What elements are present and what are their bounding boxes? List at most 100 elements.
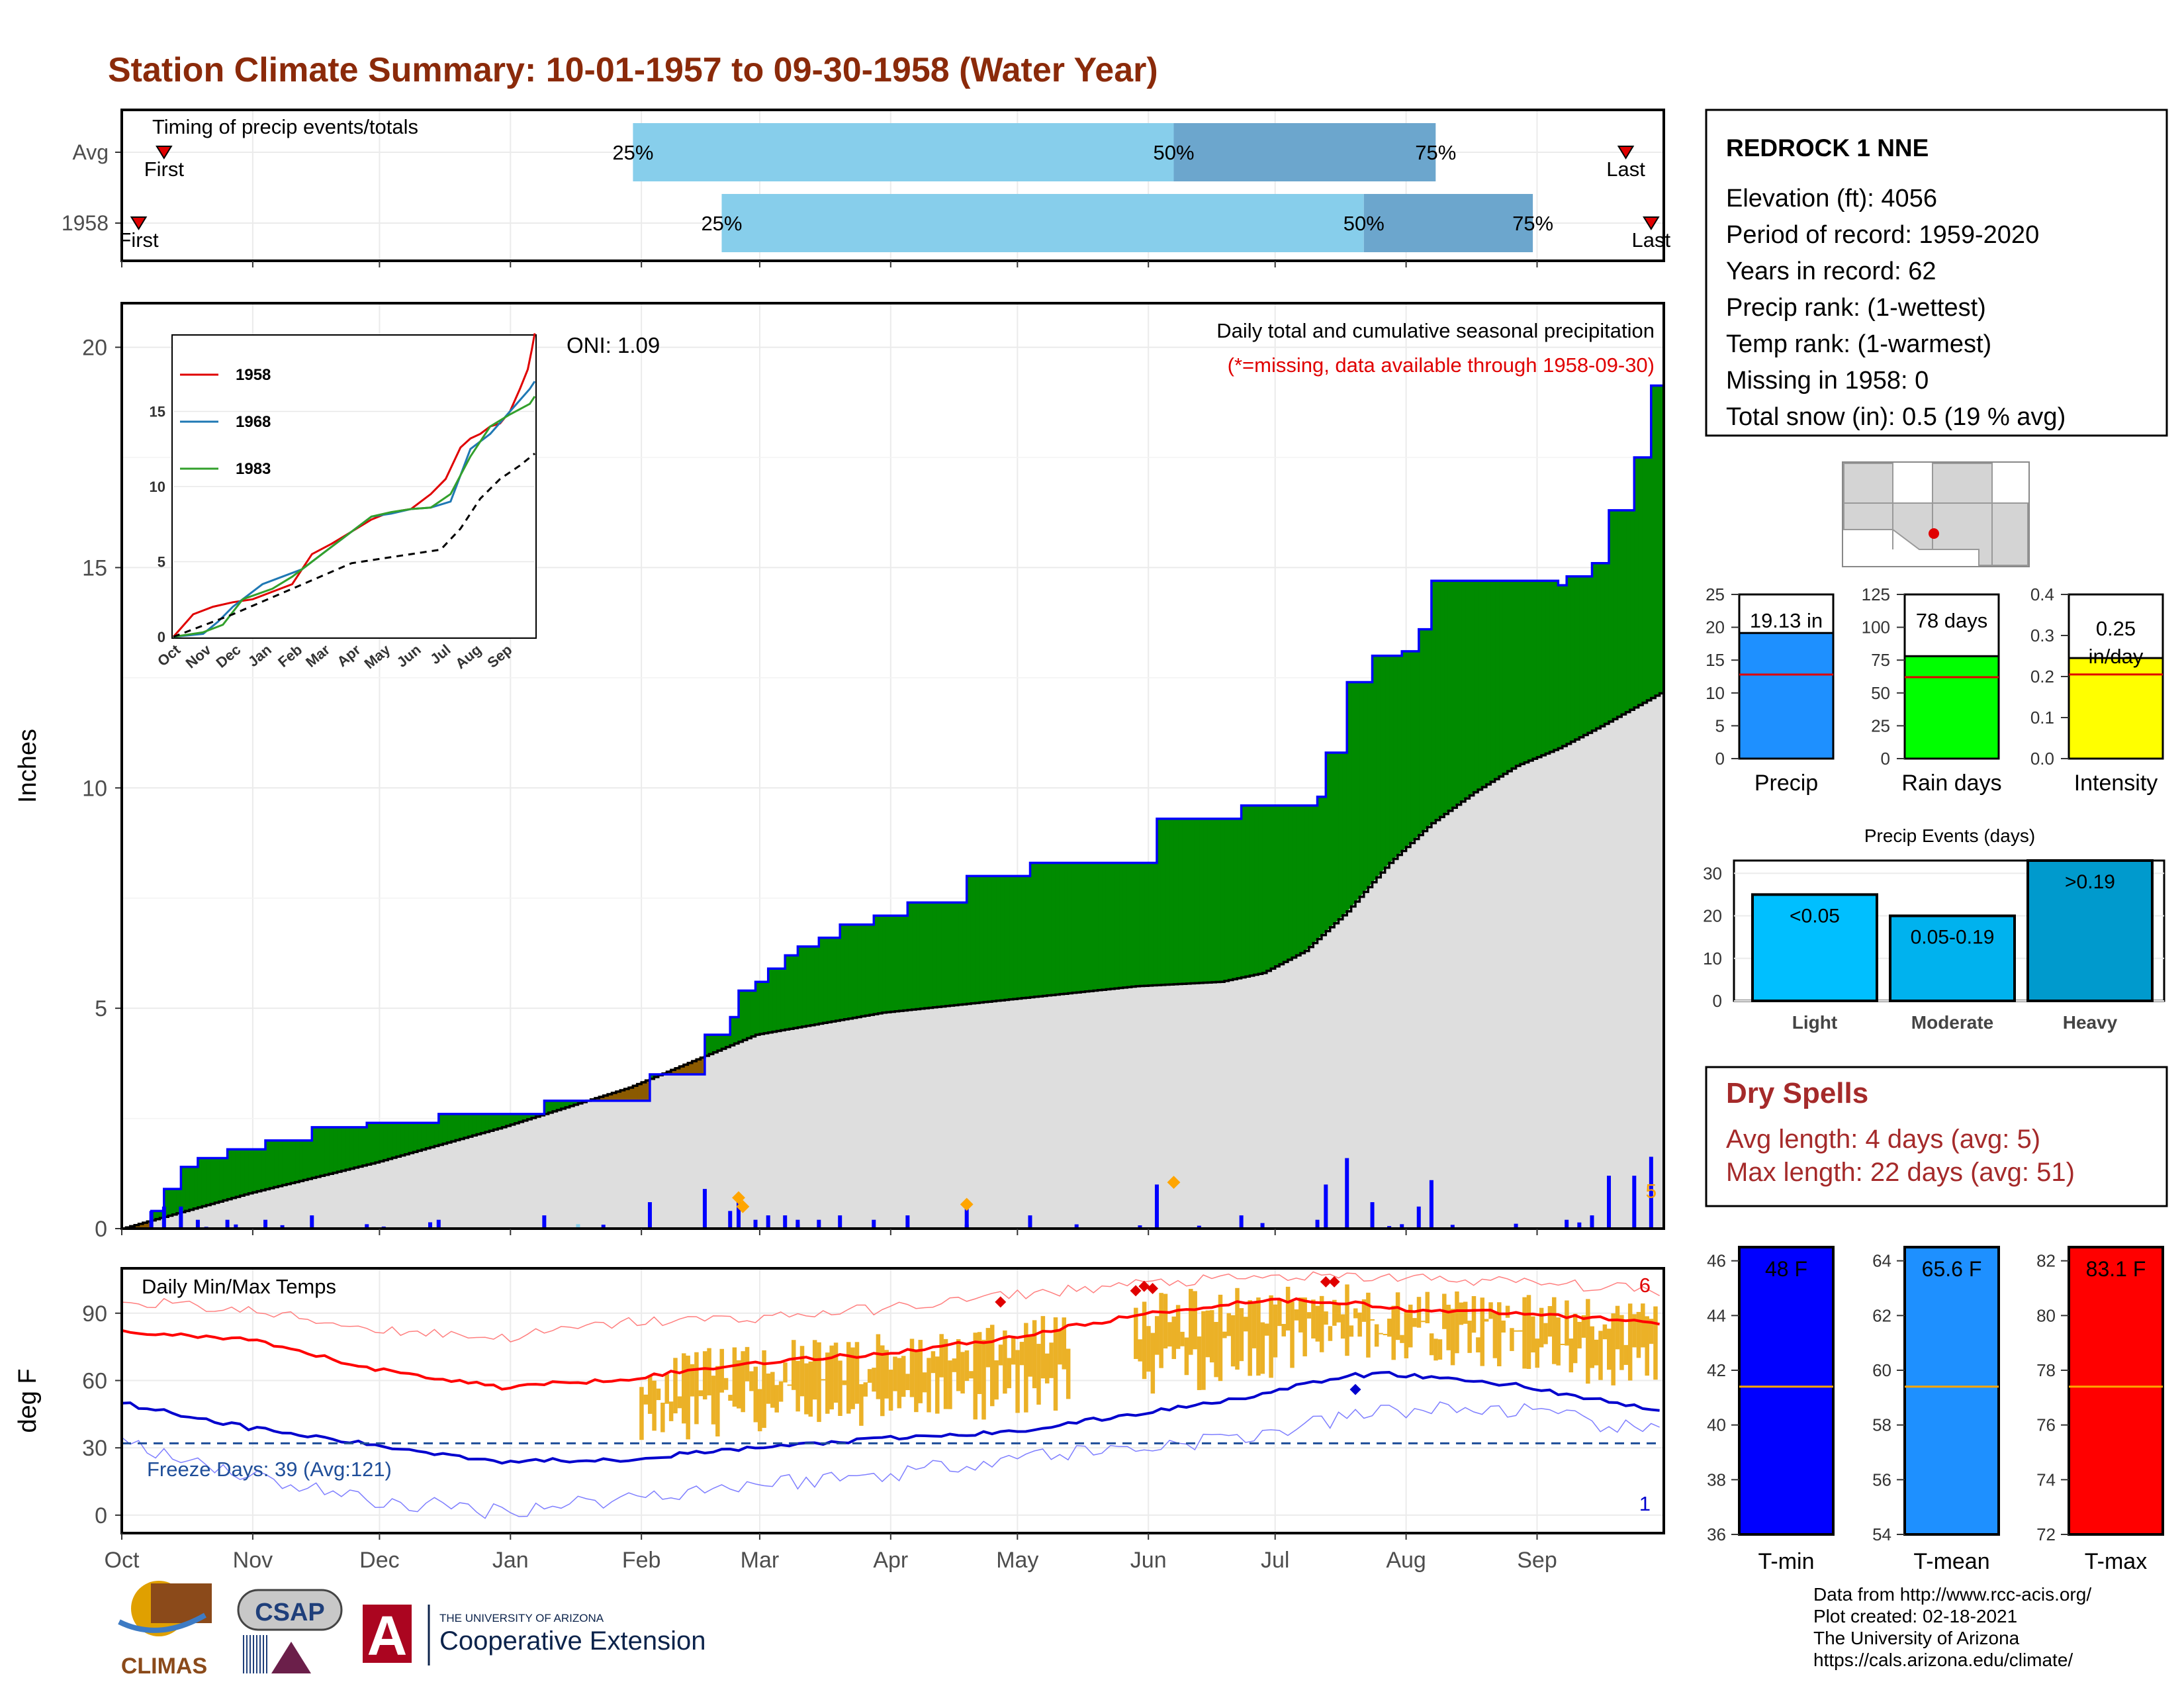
daily-temp-bar <box>1383 1334 1388 1336</box>
daily-temp-bar <box>969 1371 974 1379</box>
temp-summary-bar <box>1738 1246 1835 1536</box>
temp-summary-tick: 72 <box>2036 1524 2056 1544</box>
precip-surplus-area <box>911 902 917 1010</box>
temp-summary-value: 83.1 F <box>2086 1257 2146 1281</box>
precip-surplus-area <box>1220 818 1225 982</box>
precip-surplus-area <box>1397 655 1402 856</box>
daily-temp-bar <box>977 1332 982 1394</box>
precip-surplus-area <box>1177 818 1183 985</box>
precip-surplus-area <box>995 875 1001 1002</box>
daily-temp-bar <box>833 1342 839 1403</box>
precip-surplus-area <box>392 1122 397 1158</box>
precip-surplus-area <box>1093 862 1099 992</box>
events-bar <box>1751 893 1878 1002</box>
summary-bar-tick: 125 <box>1862 585 1890 604</box>
precip-surplus-area <box>945 902 950 1007</box>
temp-summary-value: 48 F <box>1765 1257 1807 1281</box>
temp-summary-tick: 38 <box>1707 1470 1726 1489</box>
month-label: Apr <box>873 1548 908 1573</box>
daily-temp-bar <box>1543 1323 1548 1344</box>
precip-surplus-area <box>1194 818 1200 984</box>
daily-temp-bar <box>1049 1342 1054 1378</box>
precip-surplus-area <box>1443 580 1449 815</box>
precip-surplus-area <box>831 937 837 1022</box>
daily-temp-bar <box>821 1379 826 1381</box>
daily-temp-bar <box>1269 1295 1273 1378</box>
daily-temp-bar <box>1251 1303 1257 1348</box>
daily-snow-bar <box>576 1224 580 1229</box>
precip-surplus-area <box>1110 862 1115 990</box>
precip-surplus-area <box>919 902 925 1009</box>
daily-temp-bar <box>1459 1302 1464 1325</box>
daily-temp-bar <box>1649 1319 1654 1344</box>
daily-precip-bar <box>436 1219 441 1229</box>
summary-bar-tick: 100 <box>1862 618 1890 637</box>
precip-surplus-area <box>387 1122 393 1160</box>
daily-temp-bar <box>1134 1307 1138 1359</box>
precip-surplus-area <box>1004 875 1010 1001</box>
summary-bar-tick: 0.3 <box>2030 626 2054 645</box>
precip-surplus-area <box>1617 510 1622 718</box>
daily-precip-bar <box>1370 1202 1375 1229</box>
precip-surplus-area <box>1046 862 1052 996</box>
precip-surplus-area <box>307 1140 312 1180</box>
month-label: Oct <box>105 1548 140 1573</box>
temp-summary-tick: 42 <box>1707 1360 1726 1380</box>
precip-surplus-area <box>172 1188 177 1215</box>
temp-summary-tick: 74 <box>2036 1470 2056 1489</box>
daily-temp-bar <box>770 1372 775 1408</box>
precip-surplus-area <box>1144 862 1149 986</box>
station-info-line: Period of record: 1959-2020 <box>1726 221 2039 249</box>
daily-temp-bar <box>1209 1310 1214 1363</box>
timing-pct-label: 25% <box>701 212 742 235</box>
daily-temp-bar <box>715 1366 720 1436</box>
daily-temp-bar <box>1167 1322 1172 1347</box>
precip-ytick-label: 15 <box>82 555 107 581</box>
precip-surplus-area <box>286 1140 291 1185</box>
precip-surplus-area <box>1524 580 1529 763</box>
precip-surplus-area <box>316 1127 321 1178</box>
timing-bar-50-75 <box>1173 123 1436 181</box>
precip-surplus-area <box>357 1127 363 1167</box>
precip-surplus-area <box>1549 580 1555 753</box>
precip-surplus-area <box>882 915 887 1013</box>
summary-bar <box>2068 657 2164 760</box>
precip-surplus-area <box>298 1140 304 1182</box>
daily-temp-bar <box>732 1347 737 1407</box>
daily-precip-bar <box>280 1225 285 1229</box>
precip-surplus-area <box>907 902 913 1011</box>
daily-precip-bar <box>310 1215 314 1229</box>
precip-surplus-area <box>371 1122 376 1164</box>
temp-summary-tick: 56 <box>1872 1470 1891 1489</box>
precip-surplus-area <box>1236 818 1242 979</box>
precip-surplus-area <box>362 1127 367 1166</box>
daily-temp-bar <box>1590 1326 1594 1368</box>
daily-temp-bar <box>639 1387 644 1440</box>
timing-first-label: First <box>118 228 159 252</box>
daily-temp-bar <box>799 1346 805 1397</box>
daily-temp-bar <box>757 1389 762 1432</box>
temp-summary-tick: 62 <box>1872 1305 1891 1325</box>
month-label: Feb <box>622 1548 661 1573</box>
daily-temp-bar <box>994 1360 999 1400</box>
precip-surplus-area <box>273 1140 279 1188</box>
daily-temp-bar <box>1264 1323 1269 1336</box>
precip-surplus-area <box>789 955 794 1029</box>
precip-surplus-area <box>1038 862 1044 997</box>
precip-surplus-area <box>878 915 883 1014</box>
precip-surplus-area <box>1583 576 1588 736</box>
daily-temp-bar <box>1632 1314 1637 1348</box>
precip-surplus-area <box>1068 862 1073 994</box>
precip-surplus-area <box>337 1127 342 1172</box>
month-label: Nov <box>233 1548 273 1573</box>
precip-surplus-area <box>1207 818 1212 983</box>
daily-precip-bar <box>1345 1158 1349 1229</box>
temp-record-high-marker <box>995 1296 1007 1308</box>
precip-surplus-area <box>797 946 803 1028</box>
temp-summary-tick: 64 <box>1872 1251 1891 1271</box>
daily-temp-bar <box>1311 1299 1316 1339</box>
ua-logo-big-text: Cooperative Extension <box>439 1626 705 1656</box>
daily-temp-bar <box>1007 1358 1012 1389</box>
daily-temp-bar <box>1471 1295 1477 1333</box>
